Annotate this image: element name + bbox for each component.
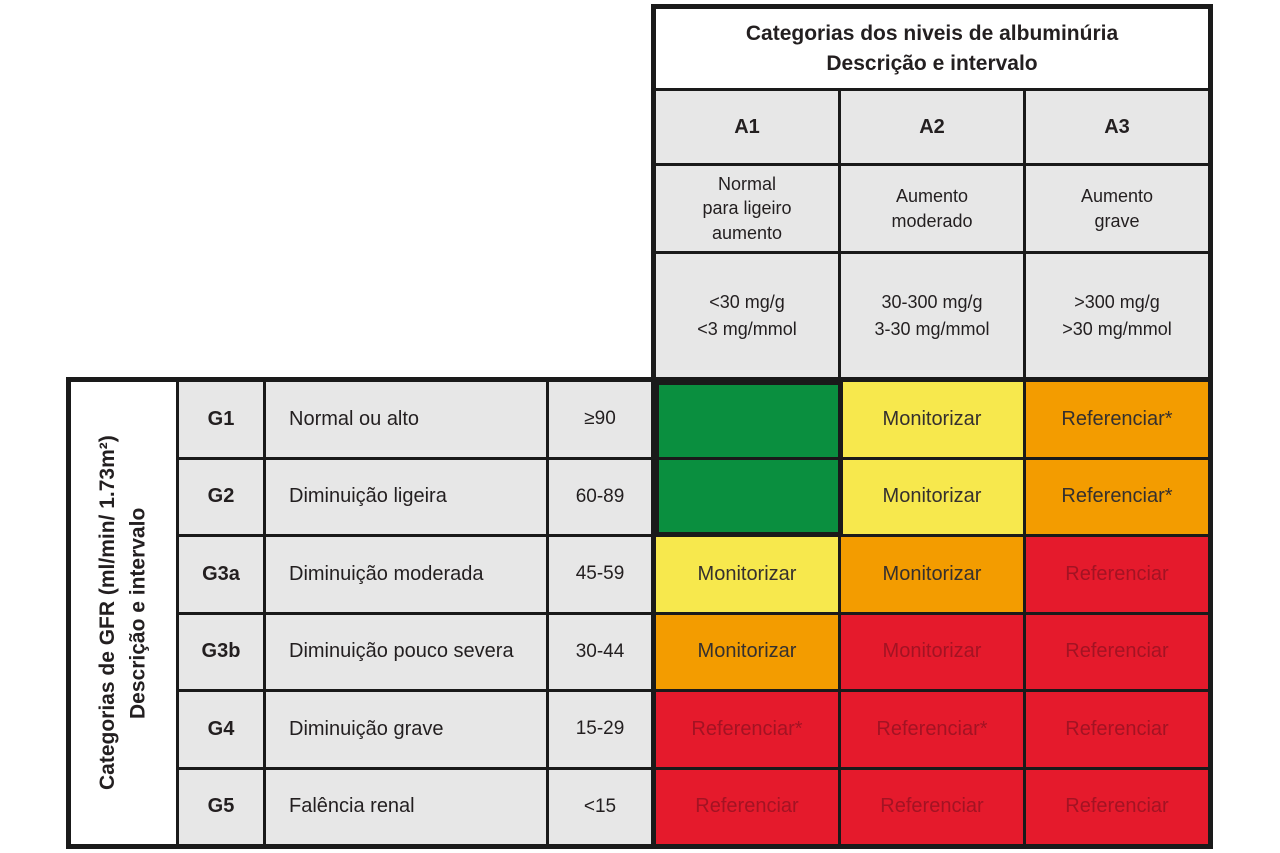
risk-cell-g4-a1: Referenciar* <box>656 692 838 767</box>
gfr-range-g2: 60-89 <box>549 459 651 534</box>
risk-cell-g3b-a1: Monitorizar <box>656 614 838 689</box>
risk-matrix-grid: Monitorizar Referenciar* Monitorizar Ref… <box>651 377 1213 849</box>
risk-cell-g2-a3: Referenciar* <box>1026 459 1208 534</box>
gfr-side-title: Categorias de GFR (ml/min/ 1.73m²) Descr… <box>71 382 176 844</box>
albuminuria-range-a2: 30-300 mg/g 3-30 mg/mmol <box>841 254 1023 377</box>
gfr-code-g3a: G3a <box>179 537 263 612</box>
gfr-range-g1: ≥90 <box>549 382 651 457</box>
gfr-code-g4: G4 <box>179 692 263 767</box>
risk-cell-g4-a2: Referenciar* <box>841 692 1023 767</box>
albuminuria-range-a1: <30 mg/g <3 mg/mmol <box>656 254 838 377</box>
risk-cell-g3a-a3: Referenciar <box>1026 537 1208 612</box>
gfr-desc-g2: Diminuição ligeira <box>266 459 546 534</box>
risk-cell-g5-a1: Referenciar <box>656 769 838 844</box>
gfr-code-g5: G5 <box>179 769 263 844</box>
risk-cell-g1-a1 <box>656 382 838 457</box>
albuminuria-title: Categorias dos niveis de albuminúria Des… <box>656 9 1208 88</box>
gfr-desc-g3b: Diminuição pouco severa <box>266 614 546 689</box>
risk-cell-g4-a3: Referenciar <box>1026 692 1208 767</box>
gfr-table: Categorias de GFR (ml/min/ 1.73m²) Descr… <box>66 377 651 849</box>
risk-cell-g1-a2: Monitorizar <box>841 382 1023 457</box>
gfr-desc-g4: Diminuição grave <box>266 692 546 767</box>
gfr-code-g2: G2 <box>179 459 263 534</box>
risk-cell-g3a-a1: Monitorizar <box>656 537 838 612</box>
risk-cell-g2-a1 <box>656 459 838 534</box>
risk-cell-g3b-a2: Monitorizar <box>841 614 1023 689</box>
gfr-desc-g3a: Diminuição moderada <box>266 537 546 612</box>
gfr-code-g1: G1 <box>179 382 263 457</box>
gfr-range-g3a: 45-59 <box>549 537 651 612</box>
albuminuria-desc-a1: Normal para ligeiro aumento <box>656 166 838 251</box>
gfr-range-g4: 15-29 <box>549 692 651 767</box>
gfr-desc-g1: Normal ou alto <box>266 382 546 457</box>
albuminuria-range-a3: >300 mg/g >30 mg/mmol <box>1026 254 1208 377</box>
albuminuria-desc-a3: Aumento grave <box>1026 166 1208 251</box>
gfr-code-g3b: G3b <box>179 614 263 689</box>
risk-cell-g3b-a3: Referenciar <box>1026 614 1208 689</box>
albuminuria-table: Categorias dos niveis de albuminúria Des… <box>651 4 1213 377</box>
risk-cell-g2-a2: Monitorizar <box>841 459 1023 534</box>
risk-cell-g5-a2: Referenciar <box>841 769 1023 844</box>
gfr-range-g3b: 30-44 <box>549 614 651 689</box>
albuminuria-desc-a2: Aumento moderado <box>841 166 1023 251</box>
gfr-desc-g5: Falência renal <box>266 769 546 844</box>
risk-cell-g1-a3: Referenciar* <box>1026 382 1208 457</box>
risk-cell-g3a-a2: Monitorizar <box>841 537 1023 612</box>
albuminuria-code-a2: A2 <box>841 91 1023 163</box>
risk-cell-g5-a3: Referenciar <box>1026 769 1208 844</box>
albuminuria-code-a1: A1 <box>656 91 838 163</box>
gfr-range-g5: <15 <box>549 769 651 844</box>
albuminuria-code-a3: A3 <box>1026 91 1208 163</box>
